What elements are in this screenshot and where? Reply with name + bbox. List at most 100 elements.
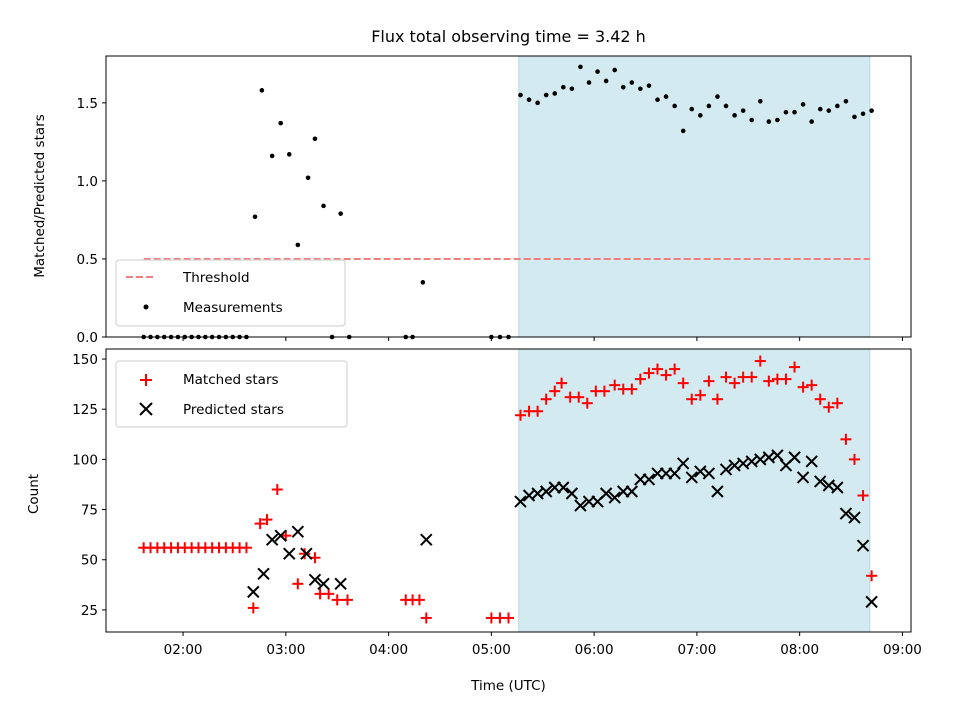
observing-window-span <box>518 55 871 338</box>
predicted-star-point <box>257 567 270 581</box>
observing-window-band <box>518 348 871 633</box>
x-tick-label: 08:00 <box>780 642 819 658</box>
measurement-point <box>312 136 318 142</box>
predicted-star-point <box>565 487 579 500</box>
measurement-point <box>420 280 426 285</box>
legend-threshold-label: Threshold <box>182 270 250 286</box>
measurement-point <box>766 119 772 124</box>
measurement-point <box>295 242 301 248</box>
measurement-point <box>321 203 326 209</box>
x-tick-label: 02:00 <box>164 642 203 658</box>
matched-star-point <box>532 405 544 417</box>
measurement-point <box>278 120 284 126</box>
predicted-star-point <box>719 463 733 476</box>
count-panel: 25 50 75 100 125 150 02:00 03:00 04:00 05:00 06:00… <box>26 348 922 694</box>
legend-box <box>115 259 346 327</box>
matched-star-point <box>746 371 758 383</box>
measurement-point <box>620 84 626 90</box>
measurement-point <box>543 92 549 98</box>
x-axis-label: Time (UTC) <box>470 678 546 694</box>
measurement-point <box>775 117 780 123</box>
legend-predicted-swatch <box>139 402 153 416</box>
star-count-points <box>138 355 878 624</box>
matched-star-point <box>780 373 792 385</box>
measurement-point <box>826 108 832 113</box>
measurement-point <box>595 69 600 74</box>
predicted-star-point <box>557 481 570 494</box>
matched-star-point <box>573 391 585 403</box>
matched-star-point <box>797 381 809 393</box>
measurement-point <box>757 98 763 104</box>
matched-star-point <box>540 393 552 405</box>
predicted-star-point <box>334 577 347 591</box>
axes-frame <box>105 348 912 633</box>
predicted-star-point <box>848 511 861 524</box>
measurement-point <box>526 97 532 103</box>
predicted-star-point <box>676 457 690 470</box>
ratio-legend: Threshold Measurements <box>115 259 346 327</box>
x-tick-label: 03:00 <box>266 642 305 658</box>
matched-star-point <box>694 389 706 401</box>
measurement-point <box>518 92 523 98</box>
matched-star-point <box>342 594 353 606</box>
predicted-star-point <box>291 525 305 538</box>
matched-star-point <box>503 612 514 624</box>
axes-frame <box>105 55 912 338</box>
matched-star-point <box>549 385 561 397</box>
matched-star-point <box>254 518 266 530</box>
measurement-point <box>638 86 643 92</box>
legend-matched-swatch <box>140 374 152 386</box>
measurement-point <box>715 94 720 99</box>
measurement-point <box>663 94 669 99</box>
matched-star-point <box>514 409 526 421</box>
matched-star-point <box>703 375 715 387</box>
measurement-point <box>852 114 857 120</box>
measurement-point <box>646 83 652 88</box>
matched-star-point <box>240 542 252 554</box>
matched-star-point <box>711 393 723 405</box>
measurement-point <box>698 113 703 118</box>
matched-star-point <box>643 367 655 379</box>
predicted-star-point <box>788 451 801 464</box>
predicted-star-point <box>599 487 613 500</box>
predicted-star-point <box>265 533 279 546</box>
measurement-point <box>612 67 617 73</box>
measurement-point <box>843 98 849 104</box>
measurement-point <box>723 103 729 109</box>
predicted-star-point <box>308 573 322 587</box>
predicted-star-point <box>702 467 716 480</box>
predicted-star-point <box>831 481 844 494</box>
matched-star-point <box>581 397 593 409</box>
y-tick-label: 50 <box>81 553 98 569</box>
measurement-point <box>835 103 840 109</box>
measurement-point <box>535 100 540 106</box>
measurement-point <box>860 111 866 117</box>
observing-window-band <box>518 55 871 338</box>
y-tick-label: 150 <box>72 352 98 368</box>
matched-star-point <box>299 548 311 560</box>
measurement-point <box>286 152 292 157</box>
predicted-star-point <box>642 473 656 486</box>
y-tick-label: 0.0 <box>77 330 98 346</box>
bottom-y-axis-label: Count <box>26 474 42 514</box>
measurement-point <box>672 103 677 109</box>
predicted-star-point <box>625 485 639 498</box>
matched-star-point <box>840 433 852 445</box>
matched-star-point <box>598 385 610 397</box>
matched-star-point <box>866 570 878 582</box>
predicted-star-point <box>668 467 681 480</box>
measurement-point <box>603 78 609 84</box>
measurement-point <box>259 88 265 93</box>
matched-star-point <box>413 594 425 606</box>
predicted-star-point <box>856 539 870 552</box>
matched-star-point <box>814 393 826 405</box>
matched-star-point <box>609 379 621 391</box>
measurement-point <box>740 108 746 113</box>
chart-title: Flux total observing time = 3.42 h <box>371 27 646 46</box>
measurement-point <box>561 84 566 90</box>
predicted-star-point <box>805 455 818 468</box>
y-tick-label: 1.5 <box>77 96 98 112</box>
predicted-star-point <box>685 471 698 484</box>
predicted-star-point <box>796 471 810 484</box>
matched-star-point <box>806 379 818 391</box>
